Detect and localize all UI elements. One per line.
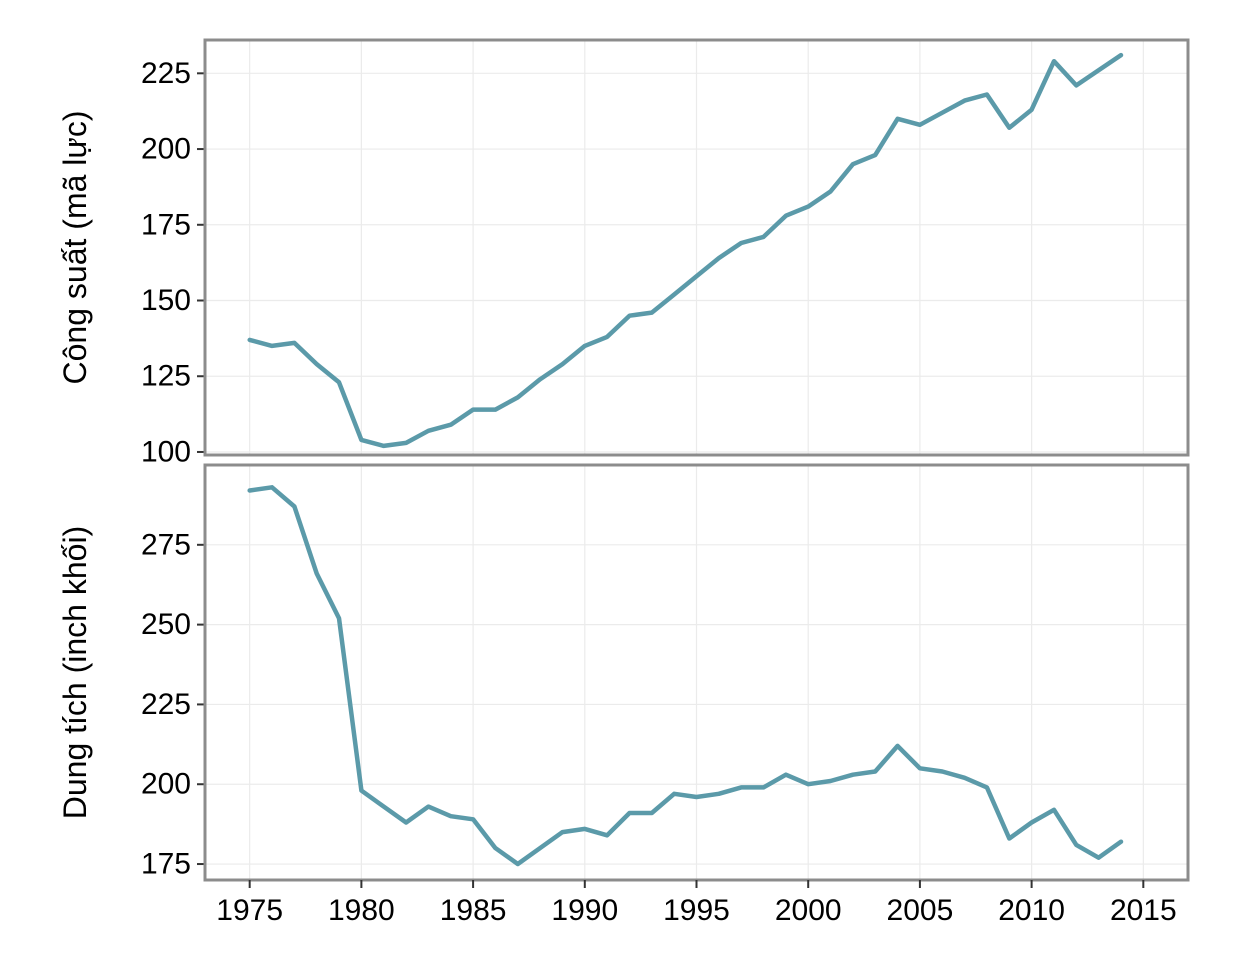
y-tick-label: 175	[141, 208, 191, 241]
x-tick-label: 1995	[663, 894, 730, 927]
panel-2: 175 200 225 250 275 Dung tích (inch khối)	[57, 463, 1190, 882]
y-tick-label: 250	[141, 608, 191, 641]
y-tick-label: 175	[141, 848, 191, 881]
x-tick-label: 1990	[551, 894, 618, 927]
x-tick-label: 2005	[887, 894, 954, 927]
y-tick-label: 150	[141, 284, 191, 317]
y-tick-label: 225	[141, 57, 191, 90]
y-tick-label: 200	[141, 133, 191, 166]
y-tick-label: 275	[141, 528, 191, 561]
series-line	[247, 485, 1124, 867]
y-axis-title: Công suất (mã lực)	[57, 111, 93, 385]
x-axis: 1975 1980 1985 1990 1995 2000 2005 2010 2015	[216, 880, 1177, 927]
x-tick-label: 2000	[775, 894, 842, 927]
x-tick-label: 2015	[1110, 894, 1177, 927]
series-line	[247, 52, 1124, 449]
y-tick-label: 225	[141, 688, 191, 721]
x-tick-label: 1985	[440, 894, 507, 927]
y-tick-label: 125	[141, 360, 191, 393]
panel-border	[203, 38, 1190, 457]
y-tick-label: 100	[141, 435, 191, 468]
y-axis-title: Dung tích (inch khối)	[57, 526, 93, 819]
y-tick-label: 200	[141, 768, 191, 801]
x-tick-label: 2010	[998, 894, 1065, 927]
x-tick-label: 1975	[216, 894, 283, 927]
panel-1: 100 125 150 175 200 225 Công suất (mã lực)	[57, 38, 1190, 468]
x-tick-label: 1980	[328, 894, 395, 927]
